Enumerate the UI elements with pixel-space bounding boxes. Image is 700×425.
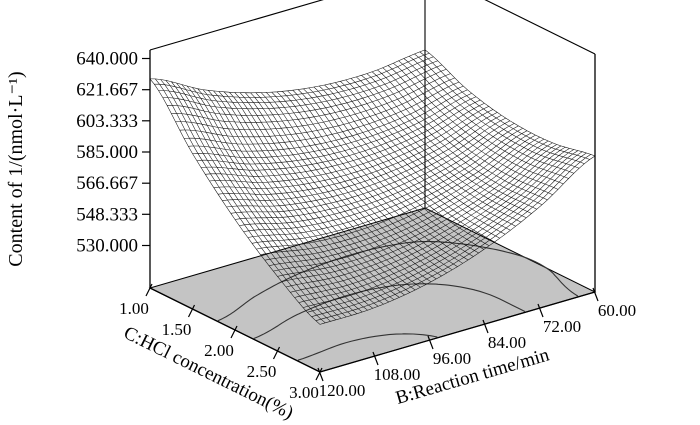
- b-axis-tick: [592, 287, 599, 302]
- z-axis-tick-label: 530.000: [76, 236, 138, 257]
- c-axis-tick-label: 2.00: [204, 341, 234, 360]
- b-axis-tick-label: 96.00: [433, 349, 471, 368]
- z-axis-tick-label: 603.333: [76, 111, 138, 132]
- z-axis-tick-label: 621.667: [76, 80, 138, 101]
- b-axis-tick: [482, 319, 489, 334]
- b-axis-tick: [317, 367, 324, 382]
- box-top-left-edge: [149, 0, 324, 51]
- b-axis-tick-label: 108.00: [374, 365, 421, 384]
- b-axis-tick-label: 120.00: [319, 381, 366, 400]
- b-axis-tick: [537, 303, 544, 318]
- z-axis-tick-label: 548.333: [76, 204, 138, 225]
- b-axis-tick: [427, 335, 434, 350]
- surface-mesh: [149, 49, 596, 325]
- c-axis-tick-label: 1.00: [119, 299, 149, 318]
- b-axis-tick-label: 60.00: [598, 301, 636, 320]
- c-axis-tick: [230, 325, 238, 339]
- c-axis-tick-label: 1.50: [162, 320, 192, 339]
- z-axis-tick-label: 585.000: [76, 142, 138, 163]
- z-axis-title: Content of 1/(nmol·L⁻¹): [5, 71, 27, 266]
- z-axis-tick-label: 640.000: [76, 49, 138, 70]
- c-axis-tick-label: 3.00: [289, 383, 319, 402]
- b-axis-tick-label: 84.00: [488, 333, 526, 352]
- z-axis-tick-label: 566.667: [76, 173, 138, 194]
- b-axis-line: [319, 291, 596, 373]
- b-axis-tick-label: 72.00: [543, 317, 581, 336]
- c-axis-tick: [145, 283, 153, 297]
- c-axis-tick-label: 2.50: [247, 362, 277, 381]
- box-top-right-edge: [484, 0, 596, 55]
- c-axis-tick: [187, 304, 196, 318]
- c-axis-tick: [315, 367, 323, 381]
- b-axis-tick: [372, 351, 379, 366]
- c-axis-tick: [272, 346, 281, 360]
